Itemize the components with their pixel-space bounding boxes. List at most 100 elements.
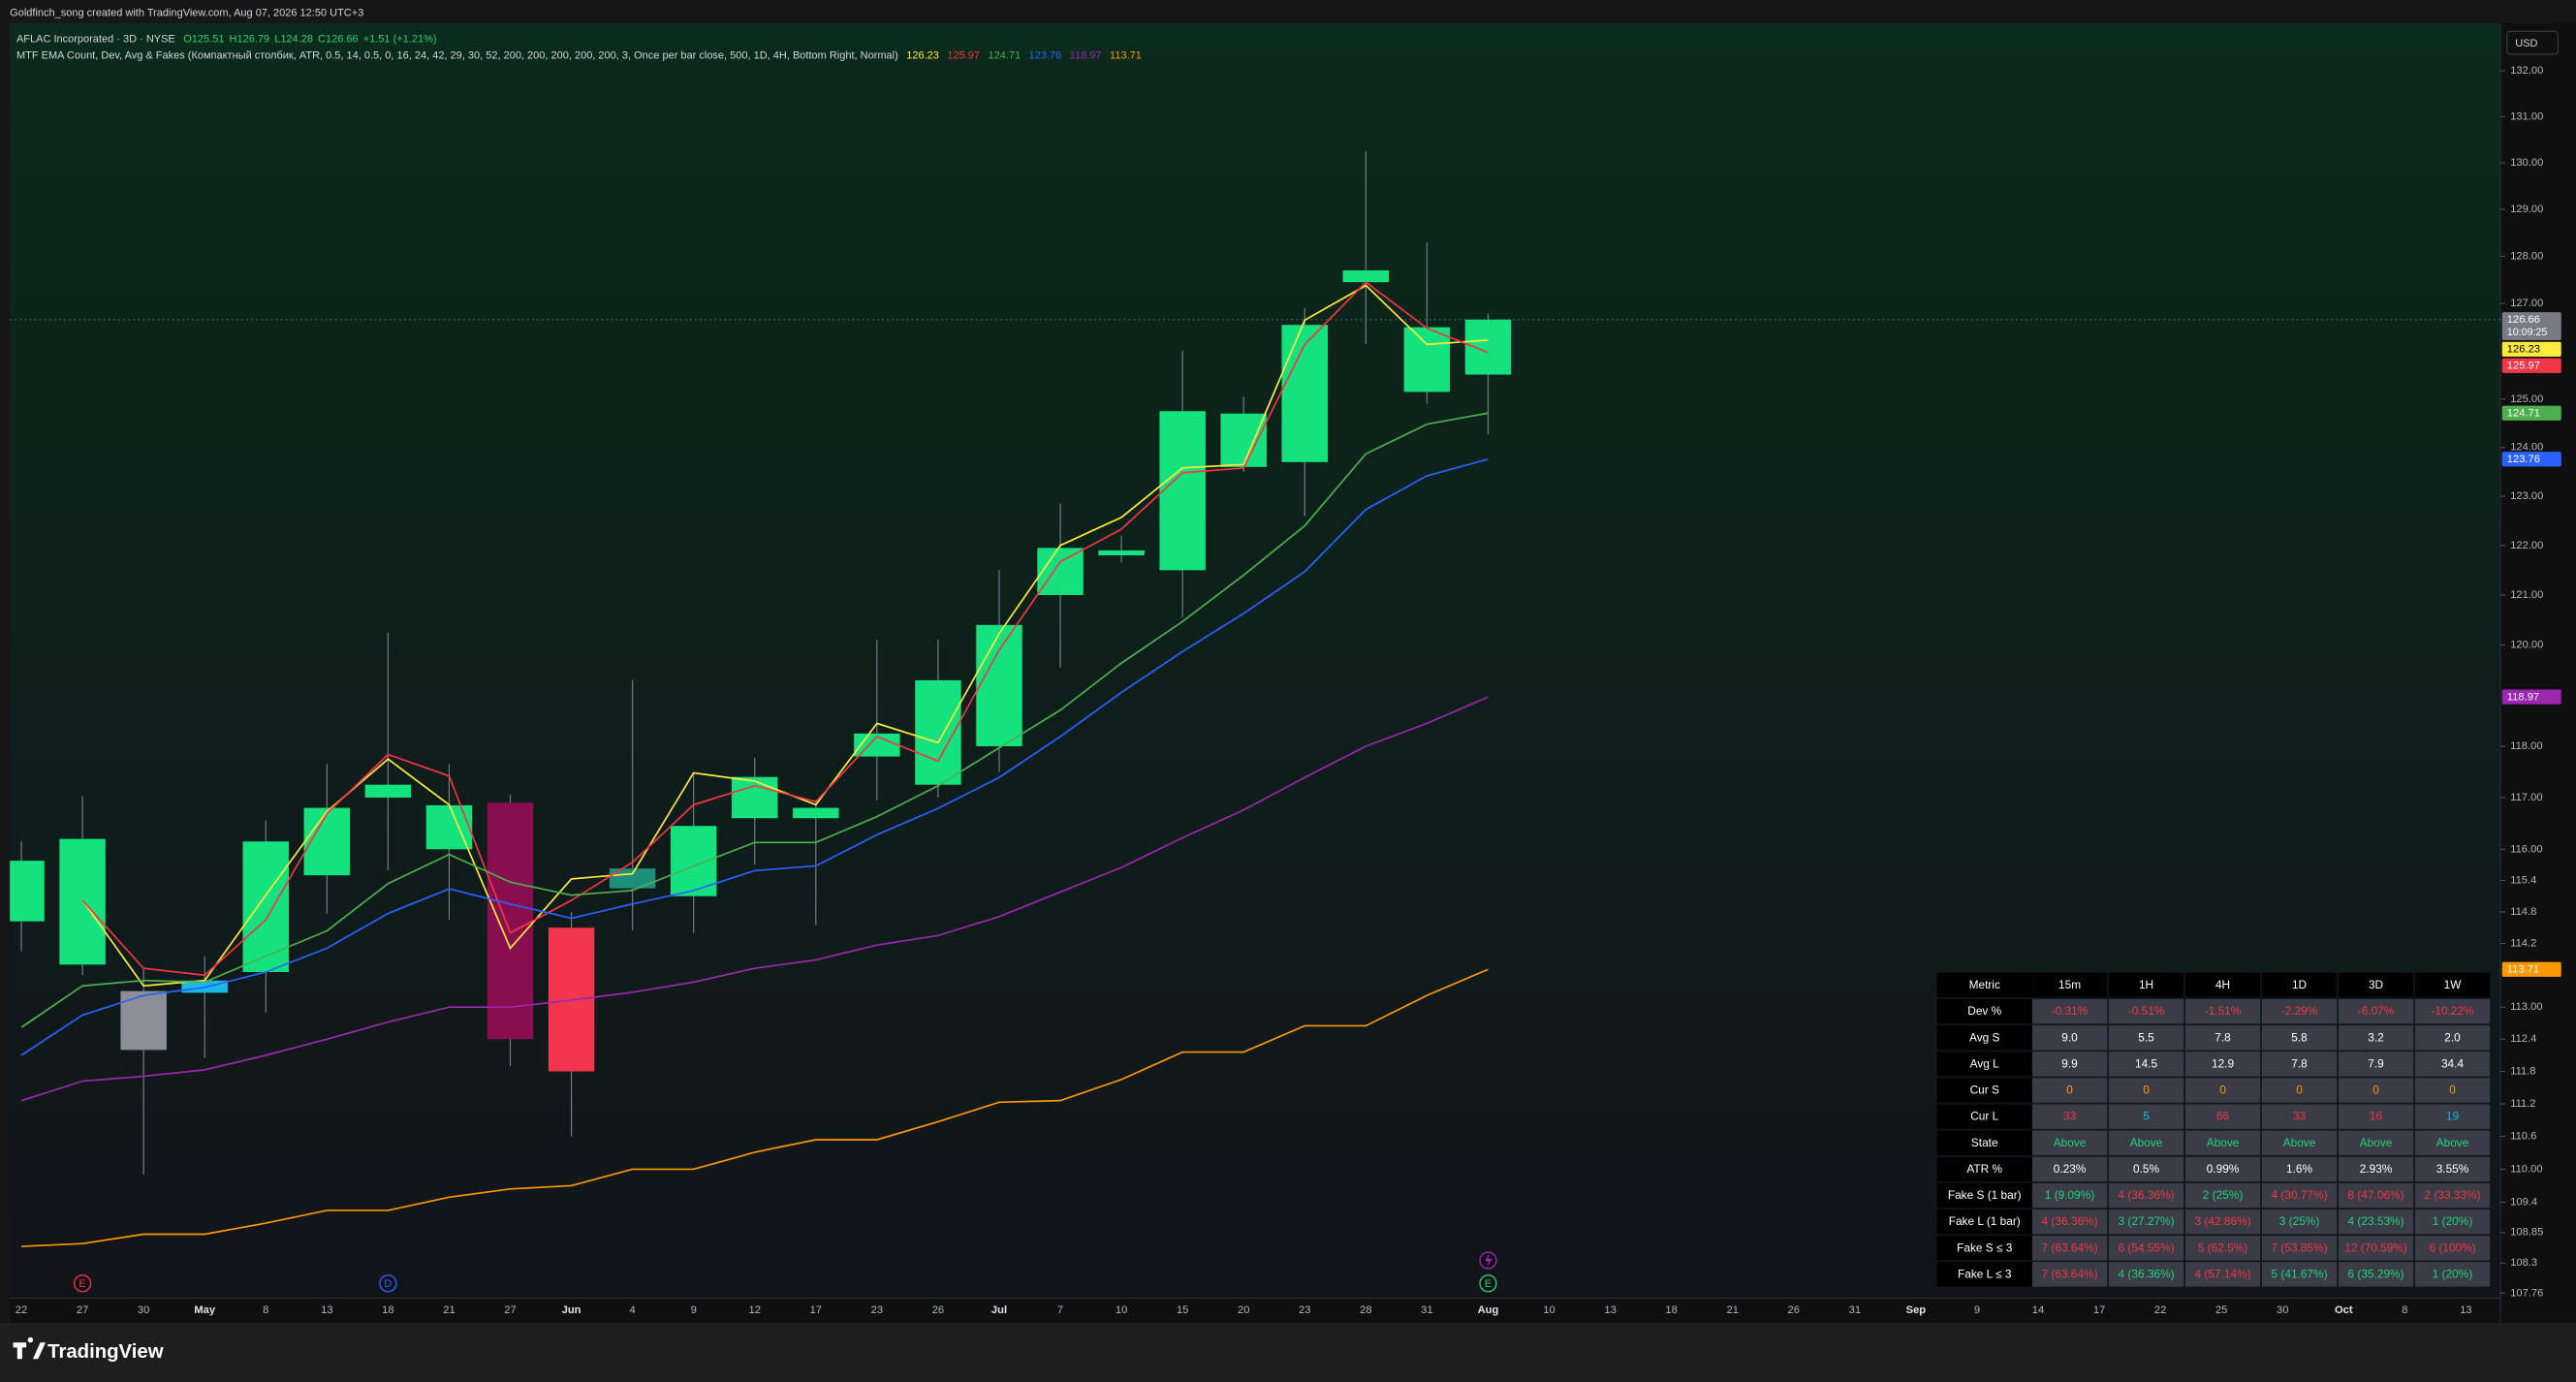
table-value: 1.6% [2286,1162,2312,1176]
footer-bar [0,1322,2576,1382]
table-value: 7 (53.85%) [2272,1241,2328,1254]
table-header-cell [1936,972,2032,998]
table-cell [2031,1236,2108,1261]
table-value: 7 (63.64%) [2042,1241,2098,1254]
x-tick-label: 30 [138,1304,149,1316]
currency-box[interactable] [2506,30,2559,55]
event-label[interactable]: E [79,1278,85,1290]
x-tick-label: 26 [1788,1304,1800,1316]
table-value: 3.55% [2436,1162,2469,1176]
y-tick-label: 132.00 [2510,65,2543,77]
price-label: 125.97 [2507,361,2540,372]
table-cell [2414,1182,2491,1209]
table-metric-cell [1936,1104,2032,1129]
event-marker[interactable] [73,1274,92,1293]
table-cell [2184,1156,2261,1182]
price-axis [2500,22,2576,1299]
table-cell [2414,1236,2491,1261]
table-cell [2031,1025,2108,1051]
table-value: 7.8 [2291,1056,2308,1070]
table-value: 33 [2293,1110,2307,1123]
table-value: 7 (63.64%) [2042,1267,2098,1280]
x-tick-label: 23 [871,1304,883,1316]
table-value: 9.0 [2061,1030,2078,1044]
table-metric-cell [1936,1078,2032,1103]
table-metric-label: Fake L ≤ 3 [1958,1267,2012,1280]
ema-line [20,412,1489,1028]
table-cell [2184,1025,2261,1051]
table-cell [2338,1078,2414,1103]
table-cell [2261,1182,2338,1209]
table-value: 3.2 [2368,1030,2383,1044]
candle-body [242,841,290,972]
table-value: 2 (25%) [2203,1188,2244,1202]
y-tick-label: 114.2 [2510,937,2536,949]
candle-body [10,861,45,922]
x-tick-label: 27 [77,1304,88,1316]
table-value: 3 (42.86%) [2195,1214,2251,1228]
ema-line [20,696,1489,1102]
table-cell [2338,1130,2414,1156]
x-tick-label: 26 [932,1304,944,1316]
y-tick-label: 111.8 [2510,1065,2535,1077]
table-metric-label: Avg L [1970,1056,2000,1070]
table-cell [2261,1078,2338,1103]
currency[interactable]: USD [2515,38,2537,49]
ema-line [81,281,1489,977]
candle-body [609,868,656,889]
table-cell [2184,1078,2261,1103]
table-header-text: 1W [2444,978,2463,991]
table-header-text: 1D [2292,978,2307,991]
event-marker[interactable] [1479,1274,1497,1293]
table-cell [2031,1104,2108,1129]
x-tick-label: 18 [1665,1304,1677,1316]
candle-body [793,807,839,819]
event-label[interactable]: E [1485,1278,1492,1290]
candle-body [364,784,412,798]
y-tick-label: 129.00 [2510,204,2543,215]
price-label-box [2501,358,2561,373]
table-value: 66 [2216,1110,2230,1123]
table-cell [2184,1182,2261,1209]
table-cell [2261,1052,2338,1077]
table-metric-label: ATR % [1966,1162,2002,1176]
brand-name[interactable]: TradingView [47,1341,164,1363]
brand-logo[interactable]: TradingView [13,1336,164,1363]
table-cell [2184,1262,2261,1287]
ema-line [20,968,1489,1247]
price-label-box [2501,312,2561,341]
table-cell [2414,998,2491,1024]
candle-body [1037,548,1084,595]
x-tick-label: 17 [810,1304,822,1316]
price-label: 113.71 [2507,964,2539,976]
x-tick-label: 7 [1057,1304,1063,1316]
table-cell [2414,1025,2491,1051]
price-label-box [2501,341,2561,357]
logo-mark[interactable] [13,1336,46,1360]
table-value: 6 (100%) [2429,1241,2475,1254]
y-tick-label: 110.00 [2510,1163,2542,1175]
table-header-text: 15m [2058,978,2081,991]
credit-text: Goldfinch_song created with TradingView.… [10,7,363,18]
ohlc-value: +1.51 (+1.21%) [363,34,437,46]
ohlc-value: H126.79 [230,34,270,46]
table-value: 0.99% [2207,1162,2240,1176]
lightning-icon[interactable] [1485,1252,1492,1269]
table-header-text: 1H [2139,978,2153,991]
table-header-text: Metric [1969,978,2000,991]
x-tick-label: 25 [2215,1304,2227,1316]
table-cell [2338,1104,2414,1129]
table-value: 8 (47.06%) [2348,1188,2404,1202]
table-value: 1 (20%) [2433,1267,2473,1280]
indicator-value: 124.71 [988,50,1021,62]
y-tick-label: 123.00 [2510,490,2543,502]
table-metric-label: Fake S ≤ 3 [1957,1241,2013,1254]
table-value: 2.93% [2360,1162,2393,1176]
table-cell [2031,1052,2108,1077]
event-label[interactable]: D [384,1278,392,1290]
table-cell [2261,1104,2338,1129]
table-value: -1.51% [2205,1004,2242,1018]
table-metric-cell [1936,1025,2032,1051]
event-marker[interactable] [379,1274,397,1293]
table-value: 0 [2372,1084,2379,1097]
